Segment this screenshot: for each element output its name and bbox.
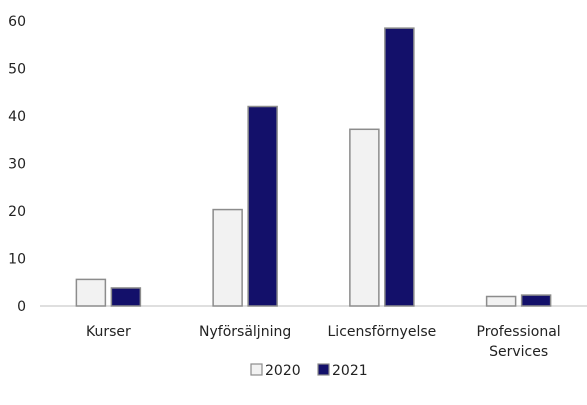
y-tick-label: 0 [17, 299, 26, 315]
legend-item-2021: 2021 [317, 363, 368, 379]
x-axis: Kurser Nyförsäljning Licensförnyelse Profes… [86, 324, 561, 360]
legend-swatch [250, 363, 263, 376]
bar-2020 [485, 295, 517, 307]
x-tick-label: Services [489, 344, 548, 360]
bar-2021 [247, 105, 278, 307]
legend-swatch [317, 363, 330, 376]
x-tick-label: Kurser [86, 324, 131, 340]
legend-label: 2020 [265, 363, 301, 379]
y-tick-label: 30 [8, 157, 26, 173]
y-tick-label: 20 [8, 204, 26, 220]
bar-2021 [110, 287, 142, 307]
legend: 2020 2021 [250, 363, 368, 379]
bar-2021 [520, 294, 552, 307]
x-tick-label: Nyförsäljning [199, 324, 291, 340]
y-tick-label: 50 [8, 62, 26, 78]
bars-group [75, 27, 552, 307]
y-tick-label: 40 [8, 109, 26, 125]
bar-2020 [75, 278, 107, 307]
y-tick-label: 10 [8, 252, 26, 268]
legend-item-2020: 2020 [250, 363, 301, 379]
y-axis: 0 10 20 30 40 50 60 [8, 14, 26, 315]
bar-2020 [349, 128, 380, 307]
bar-2021 [384, 27, 415, 307]
bar-2020 [212, 208, 243, 307]
x-tick-label: Professional [477, 324, 561, 340]
x-tick-label: Licensförnyelse [328, 324, 437, 340]
y-tick-label: 60 [8, 14, 26, 30]
legend-label: 2021 [332, 363, 368, 379]
